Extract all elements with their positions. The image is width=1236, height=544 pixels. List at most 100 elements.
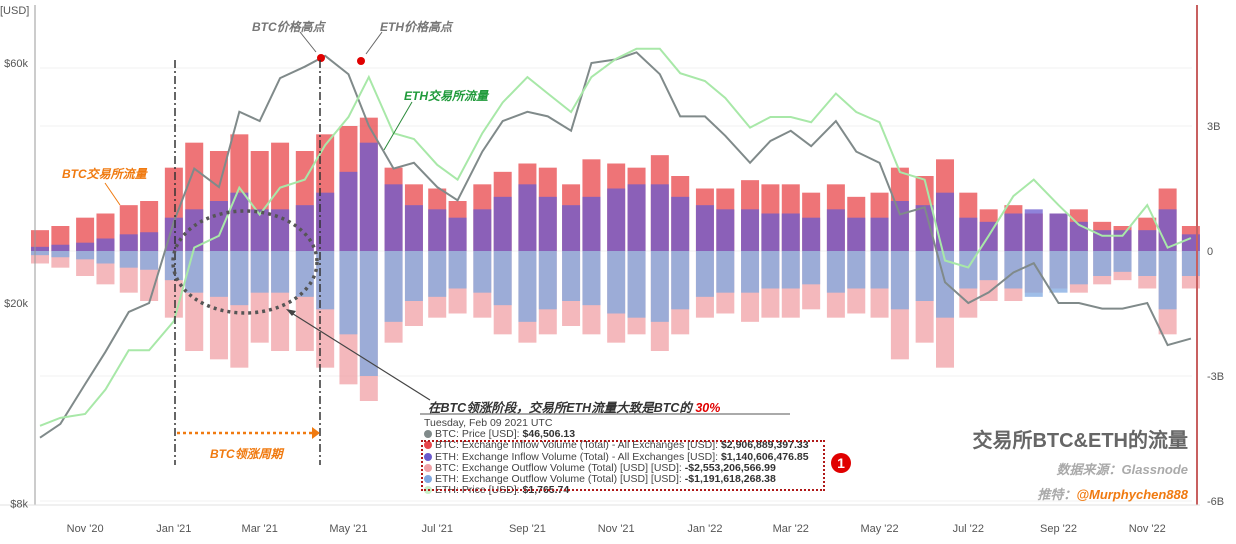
volume-bar	[607, 188, 626, 251]
x-tick-label: May '22	[860, 523, 898, 535]
btc-flow-label: BTC交易所流量	[62, 167, 147, 181]
x-tick-label: Jan '21	[156, 523, 191, 535]
tooltip-label: ETH: Exchange Inflow Volume (Total) - Al…	[435, 450, 721, 463]
right-tick-label: -3B	[1207, 371, 1224, 383]
volume-bar	[1158, 209, 1177, 251]
volume-bar	[538, 196, 557, 251]
volume-bar	[428, 251, 447, 297]
volume-bar	[1093, 251, 1112, 276]
volume-bar	[741, 251, 760, 293]
x-tick-label: Nov '20	[67, 523, 104, 535]
volume-bar	[716, 251, 735, 293]
volume-bar	[959, 217, 978, 251]
volume-bar	[671, 251, 690, 310]
tooltip-value: $1,140,606,476.85	[720, 450, 809, 463]
x-tick-label: Mar '21	[242, 523, 278, 535]
volume-bar	[96, 251, 115, 264]
chart-title: 交易所BTC&ETH的流量	[972, 430, 1188, 452]
volume-bar	[51, 244, 70, 251]
volume-bar	[1049, 251, 1068, 293]
x-tick-label: Jul '22	[953, 523, 984, 535]
annotation-note: 在BTC领涨阶段，交易所ETH流量大致是BTC的 30%	[428, 397, 720, 416]
tooltip-value: -$1,191,618,268.38	[684, 473, 776, 486]
volume-bar	[582, 196, 601, 251]
volume-bar	[538, 251, 557, 310]
volume-bar	[915, 205, 934, 251]
source-label: 数据来源：Glassnode	[1056, 462, 1188, 477]
volume-bar	[1138, 251, 1157, 276]
volume-bar	[826, 209, 845, 251]
volume-bar	[562, 205, 581, 251]
volume-bar	[761, 213, 780, 251]
volume-bar	[185, 209, 204, 251]
volume-bar	[802, 251, 821, 285]
volume-bar	[781, 251, 800, 289]
tooltip-value: $2,906,889,397.33	[720, 439, 809, 452]
volume-bar	[76, 242, 95, 251]
note-arrow	[289, 311, 431, 401]
tooltip-row: ETH: Exchange Inflow Volume (Total) - Al…	[424, 450, 809, 463]
series-dot-icon	[424, 463, 432, 472]
volume-bar	[741, 209, 760, 251]
volume-bar	[802, 217, 821, 251]
volume-bar	[915, 251, 934, 301]
tooltip-date: Tuesday, Feb 09 2021 UTC	[424, 417, 553, 429]
note-text: 在BTC领涨阶段，交易所ETH流量大致是BTC的	[428, 401, 696, 415]
volume-bar	[119, 234, 138, 251]
x-tick-label: Mar '22	[773, 523, 809, 535]
volume-bar	[271, 209, 290, 251]
volume-bar	[890, 201, 909, 251]
volume-bar	[428, 209, 447, 251]
volume-bar	[404, 251, 423, 301]
volume-bar	[716, 209, 735, 251]
volume-bar	[826, 251, 845, 293]
volume-bar	[31, 246, 49, 251]
volume-bar	[140, 251, 159, 270]
volume-bar	[96, 238, 115, 251]
volume-bar	[316, 251, 335, 310]
tooltip-row: BTC: Price [USD]: $46,506.13	[424, 429, 809, 440]
number-badge: 1	[831, 453, 851, 473]
volume-bar	[627, 184, 646, 251]
volume-bar	[51, 251, 70, 258]
btc-peak-arrow	[299, 31, 317, 53]
volume-bar	[1004, 251, 1023, 289]
volume-bar	[384, 251, 403, 322]
highlight-ellipse	[171, 209, 319, 315]
volume-bar	[650, 251, 669, 322]
volume-bar	[761, 251, 780, 289]
volume-bar	[250, 251, 269, 293]
series-dot-icon	[424, 430, 432, 439]
volume-bar	[1049, 213, 1068, 251]
eth-price-line	[39, 47, 1192, 427]
volume-bar	[1113, 230, 1132, 251]
note-highlight: 30%	[695, 401, 721, 415]
x-tick-label: Jul '21	[421, 523, 452, 535]
volume-bar	[493, 251, 512, 306]
eth-flow-arrow	[383, 101, 413, 151]
volume-bar	[1138, 230, 1157, 251]
volume-bar	[695, 251, 714, 297]
volume-bar	[979, 251, 998, 281]
volume-bar	[316, 192, 335, 251]
twitter-label: 推特：@Murphychen888	[972, 484, 1188, 503]
lead-period-arrowhead	[312, 427, 320, 439]
tooltip-label: BTC: Exchange Inflow Volume (Total) - Al…	[435, 439, 721, 452]
volume-bar	[76, 251, 95, 260]
volume-bar	[870, 217, 889, 251]
volume-bar	[448, 251, 467, 289]
volume-bar	[582, 251, 601, 306]
volume-bar	[339, 171, 358, 251]
volume-bar	[936, 192, 955, 251]
eth-peak-arrow	[365, 31, 383, 55]
tooltip-label: BTC: Exchange Outflow Volume (Total) [US…	[435, 461, 685, 474]
volume-bar	[359, 251, 378, 376]
eth-peak-dot	[357, 57, 365, 65]
volume-bar	[404, 205, 423, 251]
volume-bar	[870, 251, 889, 289]
volume-bar	[1024, 251, 1043, 297]
volume-bar	[473, 209, 492, 251]
volume-bar	[1069, 221, 1088, 251]
lead-period-label: BTC领涨周期	[210, 447, 283, 461]
title-block: 交易所BTC&ETH的流量 数据来源：Glassnode 推特：@Murphyc…	[972, 424, 1188, 503]
